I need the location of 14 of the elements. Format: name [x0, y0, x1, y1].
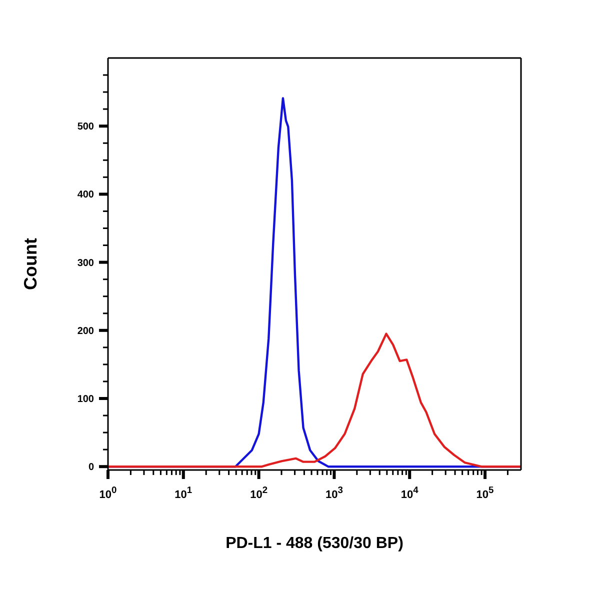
y-tick-label: 100 [77, 394, 94, 405]
x-axis-title: PD-L1 - 488 (530/30 BP) [226, 535, 404, 552]
y-tick-label: 500 [77, 122, 94, 133]
x-tick-label: 10$^{4}$ [400, 485, 420, 501]
x-tick-label: 10$^{0}$ [99, 485, 117, 501]
x-tick-label: 10$^{1}$ [174, 485, 192, 501]
x-tick-label: 10$^{2}$ [250, 485, 268, 501]
y-tick-label: 200 [77, 326, 94, 337]
y-tick-label: 300 [77, 258, 94, 269]
y-tick-label: 400 [77, 190, 94, 201]
y-axis-title: Count [20, 238, 40, 290]
y-tick-label: 0 [88, 462, 94, 474]
x-tick-label: 10$^{3}$ [325, 485, 343, 501]
x-tick-label: 10$^{5}$ [476, 485, 494, 501]
